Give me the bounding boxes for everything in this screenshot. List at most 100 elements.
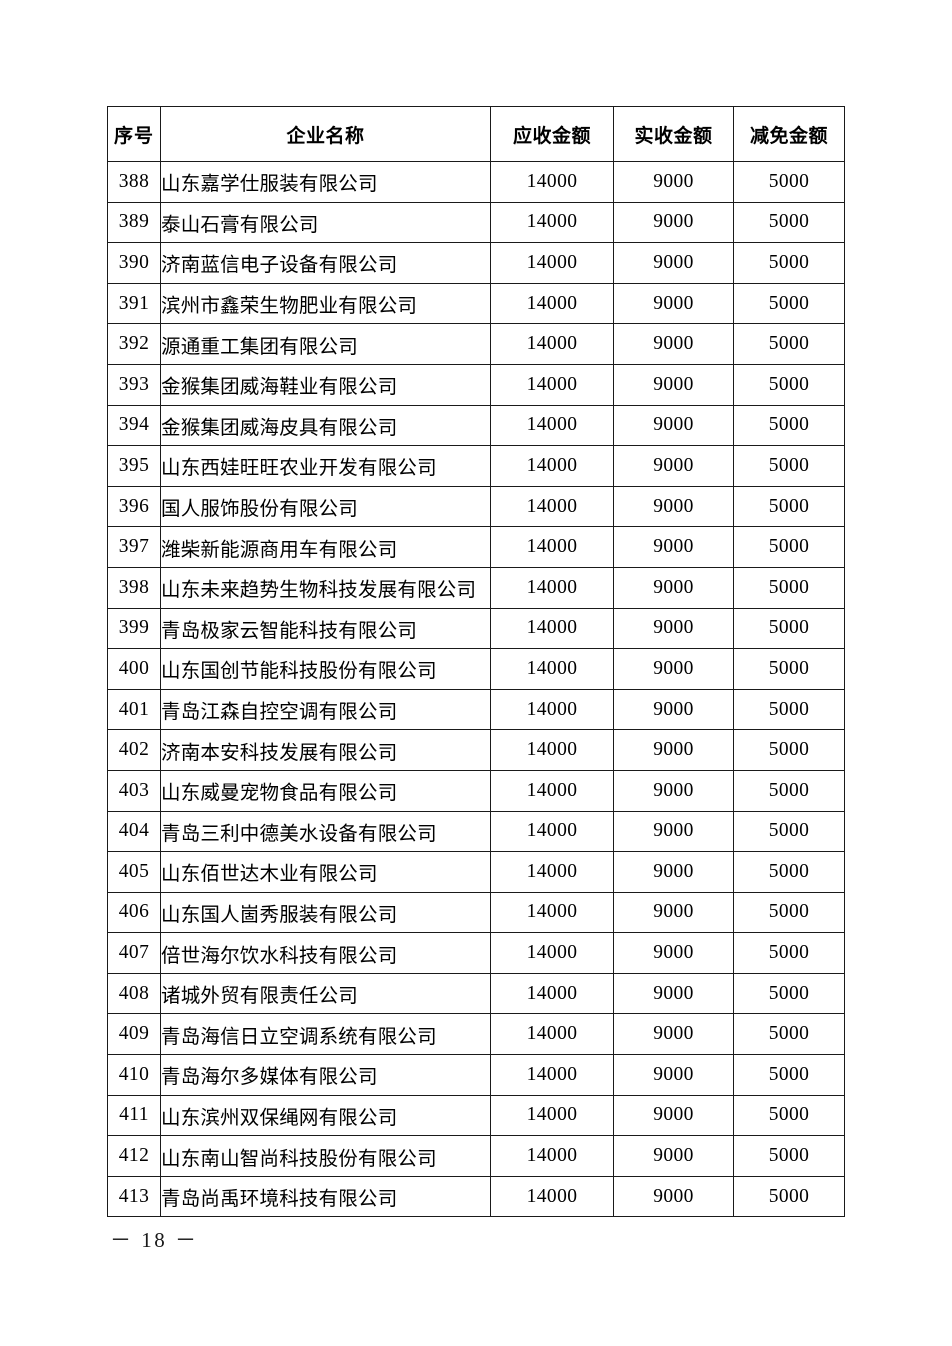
cell-amount-due: 14000	[490, 161, 614, 203]
cell-amount-due: 14000	[490, 445, 614, 487]
cell-sequence: 411	[107, 1094, 161, 1137]
cell-amount-due: 14000	[490, 404, 614, 447]
cell-amount-paid: 9000	[613, 404, 734, 447]
cell-amount-paid: 9000	[613, 161, 734, 203]
cell-amount-relief: 5000	[733, 201, 845, 244]
cell-sequence: 406	[107, 891, 161, 934]
table-header: 序号 企业名称 应收金额 实收金额 减免金额	[107, 106, 845, 162]
cell-amount-paid: 9000	[613, 363, 734, 406]
cell-amount-relief: 5000	[733, 445, 845, 487]
cell-amount-due: 14000	[490, 1094, 614, 1137]
table-row: 390 济南蓝信电子设备有限公司 14000 9000 5000	[107, 242, 845, 284]
table-row: 411 山东滨州双保绳网有限公司 14000 9000 5000	[107, 1094, 845, 1137]
table-row: 400 山东国创节能科技股份有限公司 14000 9000 5000	[107, 648, 845, 690]
cell-amount-relief: 5000	[733, 972, 845, 1015]
cell-sequence: 400	[107, 648, 161, 690]
cell-amount-relief: 5000	[733, 566, 845, 609]
table-row: 396 国人服饰股份有限公司 14000 9000 5000	[107, 485, 845, 528]
cell-sequence: 407	[107, 932, 161, 974]
cell-company-name: 济南蓝信电子设备有限公司	[160, 242, 491, 284]
cell-amount-paid: 9000	[613, 891, 734, 934]
cell-amount-due: 14000	[490, 891, 614, 934]
cell-company-name: 青岛三利中德美水设备有限公司	[160, 810, 491, 853]
cell-company-name: 青岛海尔多媒体有限公司	[160, 1054, 491, 1096]
cell-amount-relief: 5000	[733, 932, 845, 974]
cell-amount-paid: 9000	[613, 1094, 734, 1137]
cell-sequence: 402	[107, 729, 161, 771]
cell-amount-due: 14000	[490, 972, 614, 1015]
cell-amount-relief: 5000	[733, 363, 845, 406]
cell-amount-due: 14000	[490, 1135, 614, 1177]
cell-amount-paid: 9000	[613, 1135, 734, 1177]
table-row: 402 济南本安科技发展有限公司 14000 9000 5000	[107, 729, 845, 771]
cell-amount-due: 14000	[490, 485, 614, 528]
cell-sequence: 393	[107, 363, 161, 406]
cell-amount-relief: 5000	[733, 485, 845, 528]
cell-amount-paid: 9000	[613, 851, 734, 893]
cell-sequence: 398	[107, 566, 161, 609]
cell-company-name: 山东国创节能科技股份有限公司	[160, 648, 491, 690]
cell-amount-relief: 5000	[733, 242, 845, 284]
cell-amount-due: 14000	[490, 282, 614, 325]
cell-amount-relief: 5000	[733, 891, 845, 934]
cell-sequence: 413	[107, 1175, 161, 1218]
table-row: 391 滨州市鑫荣生物肥业有限公司 14000 9000 5000	[107, 282, 845, 325]
cell-amount-relief: 5000	[733, 1175, 845, 1218]
cell-amount-paid: 9000	[613, 932, 734, 974]
cell-amount-due: 14000	[490, 323, 614, 365]
table-header-row: 序号 企业名称 应收金额 实收金额 减免金额	[107, 106, 845, 162]
cell-company-name: 倍世海尔饮水科技有限公司	[160, 932, 491, 974]
cell-amount-paid: 9000	[613, 972, 734, 1015]
cell-amount-paid: 9000	[613, 445, 734, 487]
cell-amount-paid: 9000	[613, 201, 734, 244]
cell-sequence: 394	[107, 404, 161, 447]
cell-amount-due: 14000	[490, 363, 614, 406]
cell-sequence: 388	[107, 161, 161, 203]
cell-amount-relief: 5000	[733, 1094, 845, 1137]
column-header-amount-relief: 减免金额	[733, 106, 845, 162]
cell-amount-relief: 5000	[733, 1135, 845, 1177]
cell-company-name: 潍柴新能源商用车有限公司	[160, 526, 491, 568]
cell-amount-relief: 5000	[733, 769, 845, 812]
cell-amount-relief: 5000	[733, 851, 845, 893]
cell-amount-paid: 9000	[613, 323, 734, 365]
cell-amount-relief: 5000	[733, 607, 845, 650]
cell-amount-relief: 5000	[733, 526, 845, 568]
column-header-amount-paid: 实收金额	[613, 106, 734, 162]
cell-company-name: 山东未来趋势生物科技发展有限公司	[160, 566, 491, 609]
cell-amount-paid: 9000	[613, 566, 734, 609]
table-row: 408 诸城外贸有限责任公司 14000 9000 5000	[107, 972, 845, 1015]
table-row: 388 山东嘉学仕服装有限公司 14000 9000 5000	[107, 161, 845, 203]
cell-company-name: 山东嘉学仕服装有限公司	[160, 161, 491, 203]
cell-company-name: 金猴集团威海皮具有限公司	[160, 404, 491, 447]
cell-company-name: 青岛极家云智能科技有限公司	[160, 607, 491, 650]
cell-amount-paid: 9000	[613, 242, 734, 284]
cell-amount-due: 14000	[490, 242, 614, 284]
cell-amount-paid: 9000	[613, 1054, 734, 1096]
cell-amount-due: 14000	[490, 201, 614, 244]
cell-company-name: 山东佰世达木业有限公司	[160, 851, 491, 893]
table-row: 395 山东西娃旺旺农业开发有限公司 14000 9000 5000	[107, 445, 845, 487]
cell-amount-due: 14000	[490, 729, 614, 771]
cell-amount-paid: 9000	[613, 729, 734, 771]
table-row: 405 山东佰世达木业有限公司 14000 9000 5000	[107, 851, 845, 893]
cell-amount-paid: 9000	[613, 1175, 734, 1218]
cell-amount-paid: 9000	[613, 648, 734, 690]
cell-sequence: 389	[107, 201, 161, 244]
cell-amount-relief: 5000	[733, 323, 845, 365]
cell-sequence: 397	[107, 526, 161, 568]
cell-amount-due: 14000	[490, 607, 614, 650]
cell-sequence: 405	[107, 851, 161, 893]
cell-company-name: 青岛尚禹环境科技有限公司	[160, 1175, 491, 1218]
cell-company-name: 山东滨州双保绳网有限公司	[160, 1094, 491, 1137]
table-row: 403 山东威曼宠物食品有限公司 14000 9000 5000	[107, 769, 845, 812]
cell-amount-due: 14000	[490, 1054, 614, 1096]
cell-company-name: 山东国人崮秀服装有限公司	[160, 891, 491, 934]
cell-amount-relief: 5000	[733, 1013, 845, 1056]
table-row: 409 青岛海信日立空调系统有限公司 14000 9000 5000	[107, 1013, 845, 1056]
cell-amount-paid: 9000	[613, 526, 734, 568]
cell-sequence: 404	[107, 810, 161, 853]
cell-sequence: 412	[107, 1135, 161, 1177]
cell-amount-paid: 9000	[613, 810, 734, 853]
cell-amount-due: 14000	[490, 648, 614, 690]
